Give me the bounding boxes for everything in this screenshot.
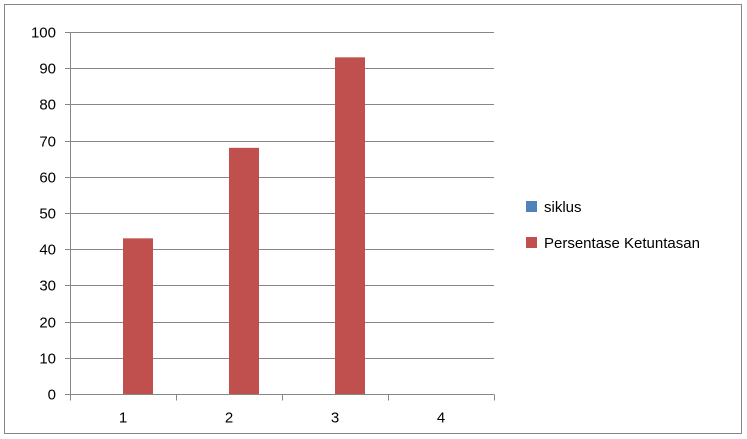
y-tick-label: 30 — [39, 278, 56, 295]
legend-swatch-siklus — [526, 201, 537, 212]
y-tick-label: 100 — [31, 25, 56, 42]
y-tick-label: 0 — [48, 387, 56, 404]
y-tick-label: 10 — [39, 351, 56, 368]
x-tick-label: 4 — [437, 410, 445, 427]
y-tick-label: 50 — [39, 206, 56, 223]
y-axis-tick-labels: 0 10 20 30 40 50 60 70 80 90 100 — [31, 25, 56, 404]
axes — [65, 32, 495, 401]
legend-swatch-persentase-ketuntasan — [526, 237, 537, 248]
legend-label-persentase-ketuntasan: Persentase Ketuntasan — [544, 235, 700, 252]
bar-persentase-ketuntasan-1 — [123, 238, 153, 394]
x-tick-label: 1 — [119, 410, 127, 427]
x-tick-label: 2 — [225, 410, 233, 427]
x-tick-label: 3 — [331, 410, 339, 427]
y-tick-label: 40 — [39, 242, 56, 259]
bar-persentase-ketuntasan-2 — [229, 147, 259, 394]
y-tick-label: 80 — [39, 97, 56, 114]
legend-label-siklus: siklus — [544, 199, 582, 216]
bar-persentase-ketuntasan-3 — [335, 57, 365, 395]
y-tick-label: 20 — [39, 315, 56, 332]
y-tick-label: 90 — [39, 61, 56, 78]
x-axis-tick-labels: 1 2 3 4 — [119, 410, 445, 427]
legend: siklus Persentase Ketuntasan — [526, 199, 700, 252]
y-tick-label: 70 — [39, 134, 56, 151]
y-tick-label: 60 — [39, 170, 56, 187]
bars — [123, 57, 365, 395]
